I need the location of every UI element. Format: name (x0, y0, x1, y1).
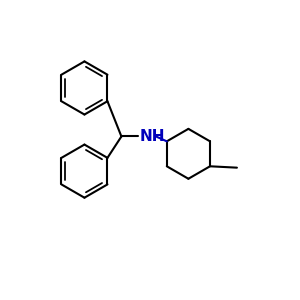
Text: NH: NH (140, 129, 165, 144)
